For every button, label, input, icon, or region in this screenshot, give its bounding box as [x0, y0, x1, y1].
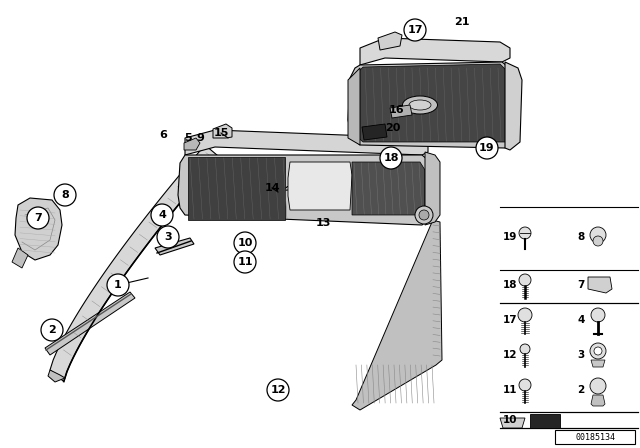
Polygon shape [188, 157, 285, 220]
Text: 12: 12 [270, 385, 285, 395]
Text: 17: 17 [503, 315, 518, 325]
Circle shape [157, 226, 179, 248]
Text: 18: 18 [503, 280, 518, 290]
Circle shape [519, 227, 531, 239]
Polygon shape [362, 124, 387, 140]
Text: 3: 3 [164, 232, 172, 242]
Circle shape [590, 378, 606, 394]
Polygon shape [45, 292, 135, 355]
Circle shape [415, 206, 433, 224]
Polygon shape [591, 360, 605, 367]
Text: 2: 2 [577, 385, 584, 395]
Text: 10: 10 [237, 238, 253, 248]
Polygon shape [213, 124, 232, 138]
Text: 7: 7 [34, 213, 42, 223]
Polygon shape [48, 370, 65, 382]
Circle shape [404, 19, 426, 41]
Circle shape [590, 227, 606, 243]
Text: 20: 20 [385, 123, 401, 133]
Polygon shape [184, 138, 200, 150]
Circle shape [107, 274, 129, 296]
Circle shape [518, 308, 532, 322]
Circle shape [41, 319, 63, 341]
Polygon shape [12, 248, 28, 268]
Polygon shape [505, 62, 522, 150]
Text: 18: 18 [383, 153, 399, 163]
Text: 15: 15 [213, 128, 228, 138]
Polygon shape [591, 395, 605, 406]
Circle shape [27, 207, 49, 229]
Polygon shape [352, 220, 442, 410]
Circle shape [419, 210, 429, 220]
Text: 6: 6 [159, 130, 167, 140]
Text: 7: 7 [577, 280, 584, 290]
Circle shape [380, 147, 402, 169]
Text: 19: 19 [503, 232, 517, 242]
Text: 14: 14 [264, 183, 280, 193]
Text: 10: 10 [503, 415, 518, 425]
Text: 11: 11 [237, 257, 253, 267]
Polygon shape [352, 162, 425, 215]
Polygon shape [15, 198, 62, 260]
Text: 1: 1 [114, 280, 122, 290]
Circle shape [591, 308, 605, 322]
Text: 4: 4 [158, 210, 166, 220]
Text: 12: 12 [503, 350, 518, 360]
Polygon shape [588, 277, 612, 293]
Polygon shape [178, 155, 432, 225]
Circle shape [267, 379, 289, 401]
Polygon shape [155, 238, 194, 255]
Ellipse shape [403, 96, 438, 114]
Text: 9: 9 [196, 133, 204, 143]
Circle shape [593, 236, 603, 246]
Circle shape [234, 232, 256, 254]
Polygon shape [378, 32, 402, 50]
Polygon shape [425, 152, 440, 225]
FancyBboxPatch shape [555, 430, 635, 444]
Polygon shape [348, 68, 360, 145]
Circle shape [590, 343, 606, 359]
Polygon shape [390, 105, 412, 118]
Polygon shape [530, 414, 560, 428]
Polygon shape [50, 145, 219, 382]
Circle shape [520, 344, 530, 354]
Text: 2: 2 [48, 325, 56, 335]
Circle shape [234, 251, 256, 273]
Circle shape [519, 379, 531, 391]
Polygon shape [185, 130, 428, 155]
Circle shape [594, 347, 602, 355]
Circle shape [54, 184, 76, 206]
Polygon shape [353, 64, 508, 142]
Text: 19: 19 [479, 143, 495, 153]
Text: 8: 8 [61, 190, 69, 200]
Text: 00185134: 00185134 [575, 432, 615, 441]
Polygon shape [348, 62, 515, 148]
Text: 4: 4 [577, 315, 584, 325]
Text: 13: 13 [316, 218, 331, 228]
Polygon shape [500, 418, 525, 428]
Circle shape [151, 204, 173, 226]
Text: 17: 17 [407, 25, 423, 35]
Text: 21: 21 [454, 17, 470, 27]
Text: 5: 5 [184, 133, 192, 143]
Polygon shape [288, 162, 352, 210]
Circle shape [476, 137, 498, 159]
Text: 11: 11 [503, 385, 518, 395]
Circle shape [519, 274, 531, 286]
Polygon shape [360, 38, 510, 65]
Text: 8: 8 [577, 232, 584, 242]
Text: 3: 3 [577, 350, 584, 360]
Ellipse shape [409, 100, 431, 110]
Text: 16: 16 [389, 105, 405, 115]
